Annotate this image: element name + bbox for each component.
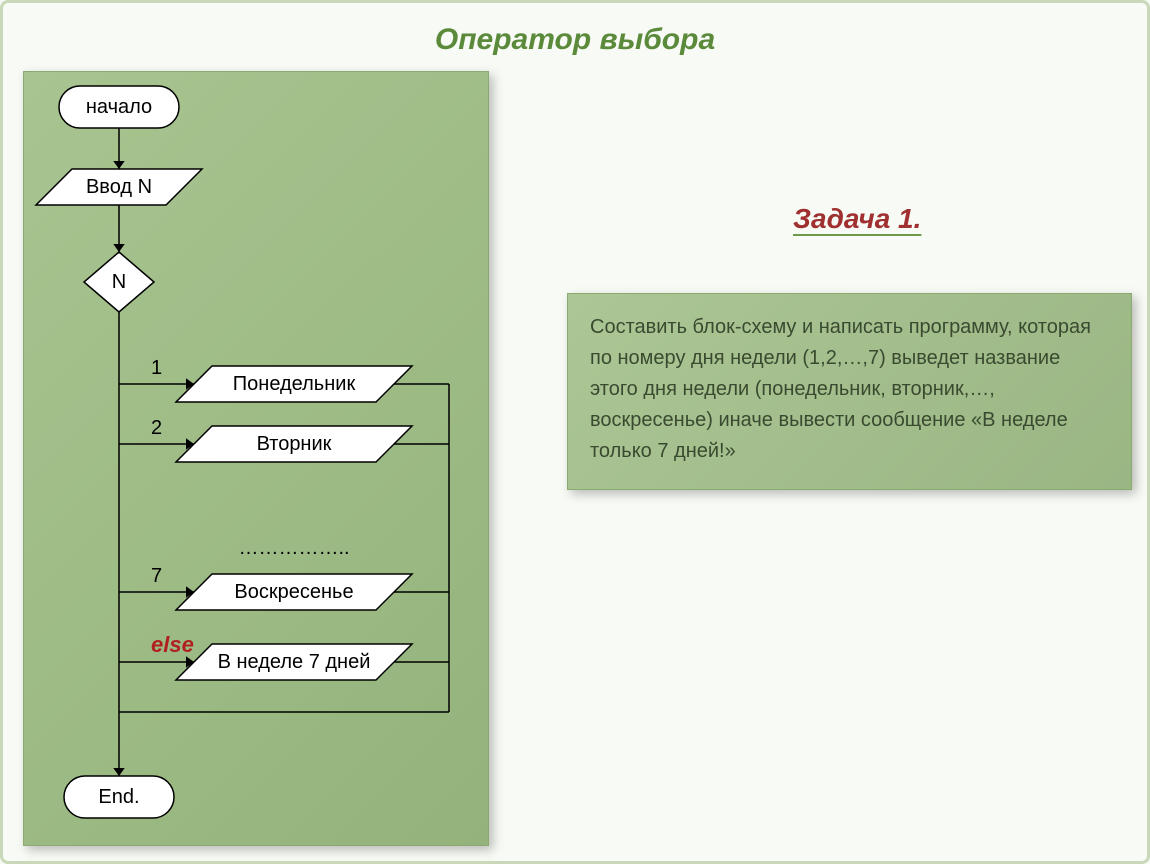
svg-text:Вторник: Вторник	[257, 433, 332, 455]
svg-text:N: N	[112, 271, 126, 293]
svg-text:В неделе 7 дней: В неделе 7 дней	[218, 651, 371, 673]
svg-text:……………..: ……………..	[238, 537, 349, 559]
page-title: Оператор выбора	[3, 23, 1147, 57]
svg-text:2: 2	[151, 417, 162, 439]
svg-text:начало: начало	[86, 96, 152, 118]
svg-text:End.: End.	[98, 786, 139, 808]
task-description-panel: Составить блок-схему и написать программ…	[567, 293, 1132, 490]
svg-text:else: else	[151, 632, 194, 657]
svg-text:1: 1	[151, 357, 162, 379]
task-description-text: Составить блок-схему и написать программ…	[590, 316, 1091, 462]
flowchart-svg: 1 2 …………….. 7 else начало Ввод N N Понедельник Вт…	[24, 72, 490, 847]
flowchart-panel: 1 2 …………….. 7 else начало Ввод N N Понедельник Вт…	[23, 71, 489, 846]
task-heading: Задача 1.	[793, 203, 921, 235]
svg-text:Воскресенье: Воскресенье	[234, 581, 353, 603]
svg-text:7: 7	[151, 565, 162, 587]
svg-text:Понедельник: Понедельник	[233, 373, 356, 395]
svg-text:Ввод N: Ввод N	[86, 176, 152, 198]
